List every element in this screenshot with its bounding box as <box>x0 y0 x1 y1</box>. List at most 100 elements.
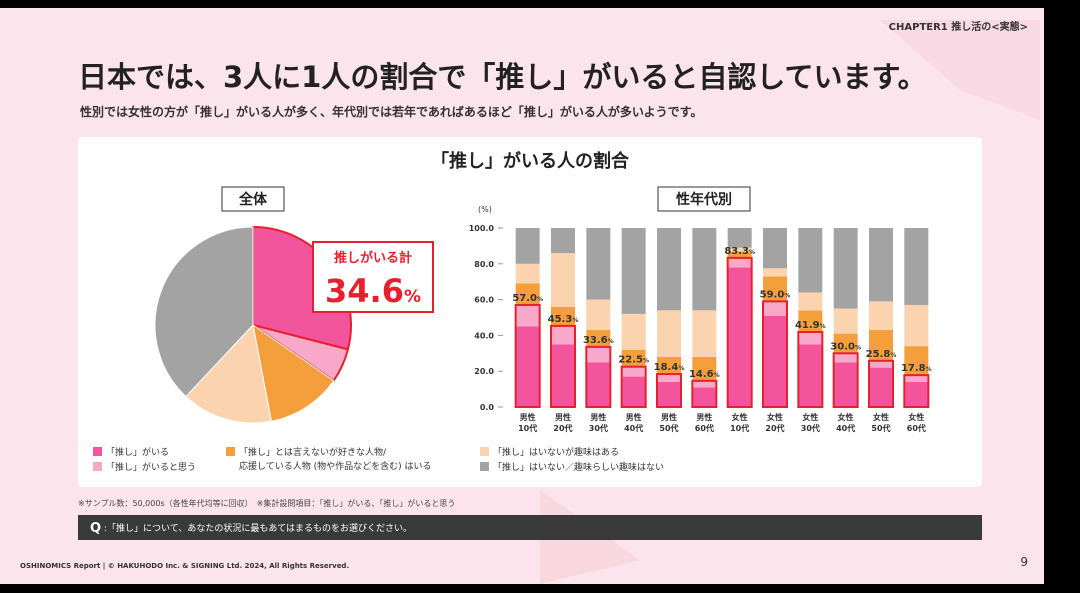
x-tick-label: 女性 <box>908 412 924 422</box>
total-number: 59.0 <box>760 289 785 300</box>
x-tick-label: 40代 <box>624 423 643 433</box>
total-outline <box>903 374 930 408</box>
total-label: 14.6% <box>689 369 720 380</box>
legend-swatch <box>480 447 489 456</box>
bar-segment <box>727 251 752 258</box>
total-unit: % <box>784 292 790 299</box>
bar-segment <box>692 380 717 388</box>
x-tick-label: 男性 <box>520 412 536 422</box>
bar-segment <box>515 326 540 407</box>
legend-swatch <box>93 462 102 471</box>
total-label: 33.6% <box>583 335 614 346</box>
total-label: 22.5% <box>618 355 649 366</box>
total-unit: % <box>820 323 826 330</box>
total-outline <box>868 359 894 408</box>
total-unit: % <box>926 366 932 373</box>
total-number: 14.6 <box>689 369 714 380</box>
pie-slice <box>154 226 254 398</box>
y-tick-label: 60.0 <box>474 296 494 305</box>
total-number: 18.4 <box>654 362 679 373</box>
bar-segment <box>869 367 893 407</box>
x-tick-label: 女性 <box>802 412 818 422</box>
callout-unit: % <box>404 287 421 307</box>
total-unit: % <box>890 352 896 359</box>
total-outline <box>832 352 859 408</box>
x-tick-label: 女性 <box>873 412 889 422</box>
bar-segment <box>657 228 681 311</box>
bar-segment <box>586 330 611 347</box>
bar-segment <box>515 304 540 327</box>
bar-segment <box>833 308 858 334</box>
bar-segment <box>798 228 823 293</box>
bar-segment <box>657 356 681 375</box>
x-tick-label: 10代 <box>518 423 537 433</box>
total-outline <box>585 345 612 408</box>
chapter: CHAPTER1 推し活の<実態> <box>889 20 1028 33</box>
y-tick-label: 20.0 <box>474 367 494 376</box>
total-number: 22.5 <box>618 355 643 366</box>
x-tick-label: 男性 <box>696 412 712 422</box>
bar-title-box <box>657 186 751 212</box>
total-outline <box>797 330 824 408</box>
total-outline <box>762 300 788 409</box>
x-tick-label: 男性 <box>626 412 642 422</box>
bar-segment <box>763 276 787 302</box>
question-mark: Q <box>90 521 101 536</box>
x-tick-label: 10代 <box>730 423 749 433</box>
total-label: 57.0% <box>512 293 543 304</box>
footer: OSHINOMICS Report | © HAKUHODO Inc. & SI… <box>20 562 349 571</box>
bar-segment <box>586 299 611 331</box>
total-unit: % <box>537 296 543 303</box>
bar-segment <box>586 346 611 363</box>
bar-segment <box>621 349 646 367</box>
x-tick-label: 男性 <box>590 412 606 422</box>
total-unit: % <box>714 372 720 379</box>
total-number: 17.8 <box>901 363 926 374</box>
bar-segment <box>798 331 823 345</box>
legend-label: 「推し」がいる <box>106 446 169 458</box>
total-number: 25.8 <box>866 349 891 360</box>
x-tick-label: 女性 <box>732 412 748 422</box>
total-label: 45.3% <box>548 314 579 325</box>
total-outline <box>656 373 682 408</box>
x-tick-label: 男性 <box>661 412 677 422</box>
bar-segment <box>904 228 929 305</box>
total-number: 57.0 <box>512 293 537 304</box>
legend-swatch <box>93 447 102 456</box>
bar-segment <box>621 376 646 407</box>
card-title: 「推し」がいる人の割合 <box>431 150 630 172</box>
bar-segment <box>833 362 858 407</box>
bar-segment <box>621 366 646 377</box>
y-unit: (%) <box>478 205 492 214</box>
bar-segment <box>621 313 646 350</box>
y-tick-label: 0.0 <box>480 403 495 412</box>
total-unit: % <box>572 317 578 324</box>
total-label: 18.4% <box>654 362 685 373</box>
total-outline <box>691 379 718 408</box>
bar-segment <box>727 228 752 248</box>
x-tick-label: 50代 <box>871 423 890 433</box>
legend-swatch <box>480 462 489 471</box>
total-unit: % <box>643 358 649 365</box>
total-label: 59.0% <box>760 289 791 300</box>
bar-segment <box>727 257 752 268</box>
bar-segment <box>833 228 858 309</box>
bar-segment <box>904 304 929 347</box>
x-tick-label: 30代 <box>801 423 820 433</box>
callout-value: 34.6% <box>325 272 421 310</box>
bar-segment <box>551 344 575 407</box>
total-label: 17.8% <box>901 363 932 374</box>
legend-label: 「推し」とは言えないが好きな人物/ <box>239 446 387 458</box>
bar-segment <box>798 310 823 332</box>
bar-segment <box>904 381 929 407</box>
x-tick-label: 60代 <box>907 423 926 433</box>
x-tick-label: 20代 <box>553 423 572 433</box>
callout-number: 34.6 <box>325 272 404 310</box>
bar-segment <box>727 247 752 252</box>
bar-segment <box>692 228 717 311</box>
bar-segment <box>727 267 752 407</box>
bar-segment <box>586 228 611 300</box>
bar-segment <box>833 333 858 354</box>
total-label: 30.0% <box>830 341 861 352</box>
legend-label: 「推し」はいない／趣味らしい趣味はない <box>493 461 664 473</box>
